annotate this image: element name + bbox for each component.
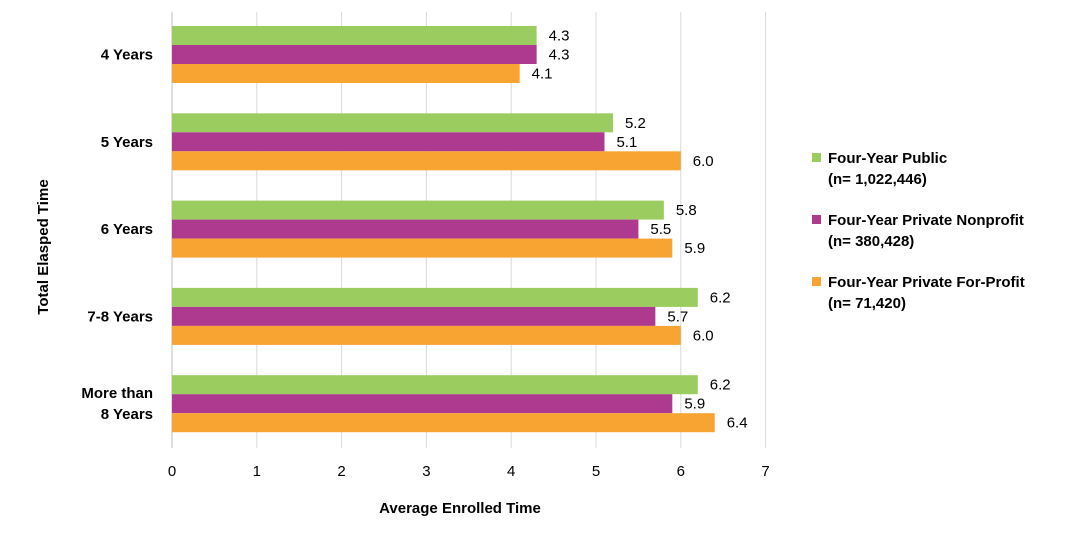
legend-label: Four-Year Private Nonprofit (n= 380,428) (828, 210, 1024, 252)
x-tick-label: 3 (422, 463, 430, 480)
bar-four-year-private-nonprofit-4 (172, 306, 656, 326)
legend-swatch (812, 153, 821, 162)
y-axis-title: Total Elasped Time (35, 179, 52, 314)
legend-swatch (812, 215, 821, 224)
data-label: 4.3 (549, 28, 570, 45)
bar-series (172, 26, 715, 433)
category-label-line: 8 Years (101, 406, 153, 423)
data-label: 5.9 (684, 396, 705, 413)
data-label: 5.8 (676, 202, 697, 219)
legend-label: Four-Year Private For-Profit (n= 71,420) (828, 272, 1025, 314)
data-label: 6.0 (693, 153, 714, 170)
x-tick-label: 5 (592, 463, 600, 480)
legend: Four-Year Public (n= 1,022,446) Four-Year … (812, 148, 1062, 334)
category-label-line: More than (81, 385, 153, 402)
x-tick-labels: 0 1 2 3 4 5 6 7 (168, 463, 770, 480)
data-label: 6.2 (710, 289, 731, 306)
category-label-line: 7-8 Years (87, 308, 153, 325)
bar-four-year-private-nonprofit-5 (172, 394, 673, 414)
bar-four-year-private-nonprofit-3 (172, 219, 639, 239)
x-tick-label: 6 (677, 463, 685, 480)
category-label: More than 8 Years (81, 385, 153, 423)
data-label: 6.2 (710, 377, 731, 394)
legend-series-n: (n= 1,022,446) (828, 171, 927, 188)
bar-four-year-public-1 (172, 26, 537, 45)
legend-item: Four-Year Public (n= 1,022,446) (812, 148, 1062, 190)
category-label: 6 Years (101, 221, 153, 238)
category-label-line: 5 Years (101, 134, 153, 151)
legend-series-name: Four-Year Public (828, 150, 948, 167)
bar-four-year-private-for-profit-3 (172, 238, 673, 258)
data-label: 4.1 (532, 66, 553, 83)
bar-four-year-public-3 (172, 200, 664, 220)
x-axis-title: Average Enrolled Time (379, 500, 541, 517)
legend-series-n: (n= 380,428) (828, 233, 915, 250)
x-tick-label: 2 (337, 463, 345, 480)
legend-swatch (812, 277, 821, 286)
category-label-line: 4 Years (101, 47, 153, 64)
bar-four-year-public-4 (172, 287, 698, 307)
data-label: 5.7 (667, 308, 688, 325)
data-label: 6.0 (693, 327, 714, 344)
category-label: 4 Years (101, 47, 153, 64)
bar-four-year-private-for-profit-2 (172, 151, 681, 171)
x-tick-label: 1 (253, 463, 261, 480)
category-labels: 4 Years 5 Years 6 Years 7-8 Years More than 8… (81, 47, 153, 424)
data-label: 5.5 (650, 221, 671, 238)
category-label-line: 6 Years (101, 221, 153, 238)
data-label: 6.4 (727, 415, 748, 432)
legend-series-n: (n= 71,420) (828, 295, 906, 312)
category-label: 5 Years (101, 134, 153, 151)
bar-four-year-public-2 (172, 113, 613, 133)
x-tick-label: 7 (761, 463, 769, 480)
x-tick-label: 0 (168, 463, 176, 480)
data-label: 5.2 (625, 115, 646, 132)
x-tick-label: 4 (507, 463, 515, 480)
legend-item: Four-Year Private For-Profit (n= 71,420) (812, 272, 1062, 314)
bar-four-year-private-nonprofit-1 (172, 45, 537, 64)
legend-series-name: Four-Year Private Nonprofit (828, 212, 1024, 229)
bar-four-year-private-nonprofit-2 (172, 132, 605, 152)
legend-label: Four-Year Public (n= 1,022,446) (828, 148, 947, 190)
data-label: 5.1 (616, 134, 637, 151)
bar-four-year-public-5 (172, 375, 698, 395)
bar-four-year-private-for-profit-5 (172, 413, 715, 433)
legend-item: Four-Year Private Nonprofit (n= 380,428) (812, 210, 1062, 252)
data-label: 5.9 (684, 240, 705, 257)
data-labels: 4.3 4.3 4.1 5.2 5.1 6.0 5.8 5.5 5.9 6.2 5.7 6.0 6.2 5… (532, 28, 748, 432)
bar-four-year-private-for-profit-1 (172, 64, 520, 83)
data-label: 4.3 (549, 47, 570, 64)
bar-four-year-private-for-profit-4 (172, 325, 681, 345)
legend-series-name: Four-Year Private For-Profit (828, 274, 1025, 291)
category-label: 7-8 Years (87, 308, 153, 325)
